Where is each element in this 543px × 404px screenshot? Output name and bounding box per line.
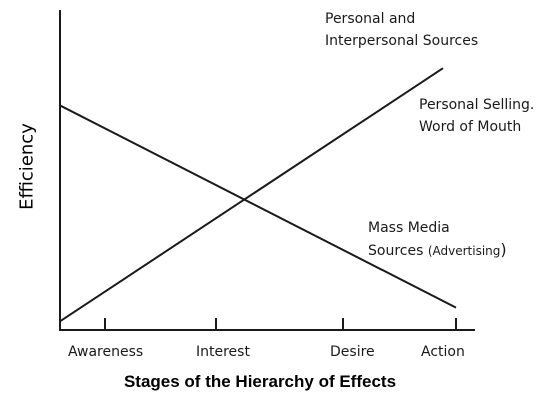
- annotation-mass-line1: Mass Media: [368, 220, 450, 236]
- x-tick-label-action: Action: [421, 344, 465, 360]
- series-line-mass-media: [59, 104, 457, 309]
- x-tick-label-interest: Interest: [196, 344, 250, 360]
- x-tick-label-awareness: Awareness: [68, 344, 144, 360]
- annotation-mass-close-paren: ): [500, 240, 507, 259]
- annotation-personal-line1: Personal and: [325, 11, 416, 27]
- x-axis-label: Stages of the Hierarchy of Effects: [123, 372, 397, 391]
- x-ticks: [104, 318, 457, 330]
- annotation-mass-sources: Sources: [368, 243, 424, 259]
- annotation-mass-advertising: (Advertising: [427, 244, 501, 258]
- annotation-selling-line1: Personal Selling.: [419, 97, 535, 113]
- annotation-personal-line2: Interpersonal Sources: [325, 33, 479, 49]
- series-lines: [59, 67, 457, 323]
- annotation-mass-line2: Sources (Advertising): [368, 240, 507, 261]
- series-line-personal-sources: [59, 67, 444, 323]
- annotation-selling-line2: Word of Mouth: [419, 119, 522, 135]
- x-tick-label-desire: Desire: [330, 344, 375, 360]
- y-axis-label: Efficiency: [16, 123, 38, 210]
